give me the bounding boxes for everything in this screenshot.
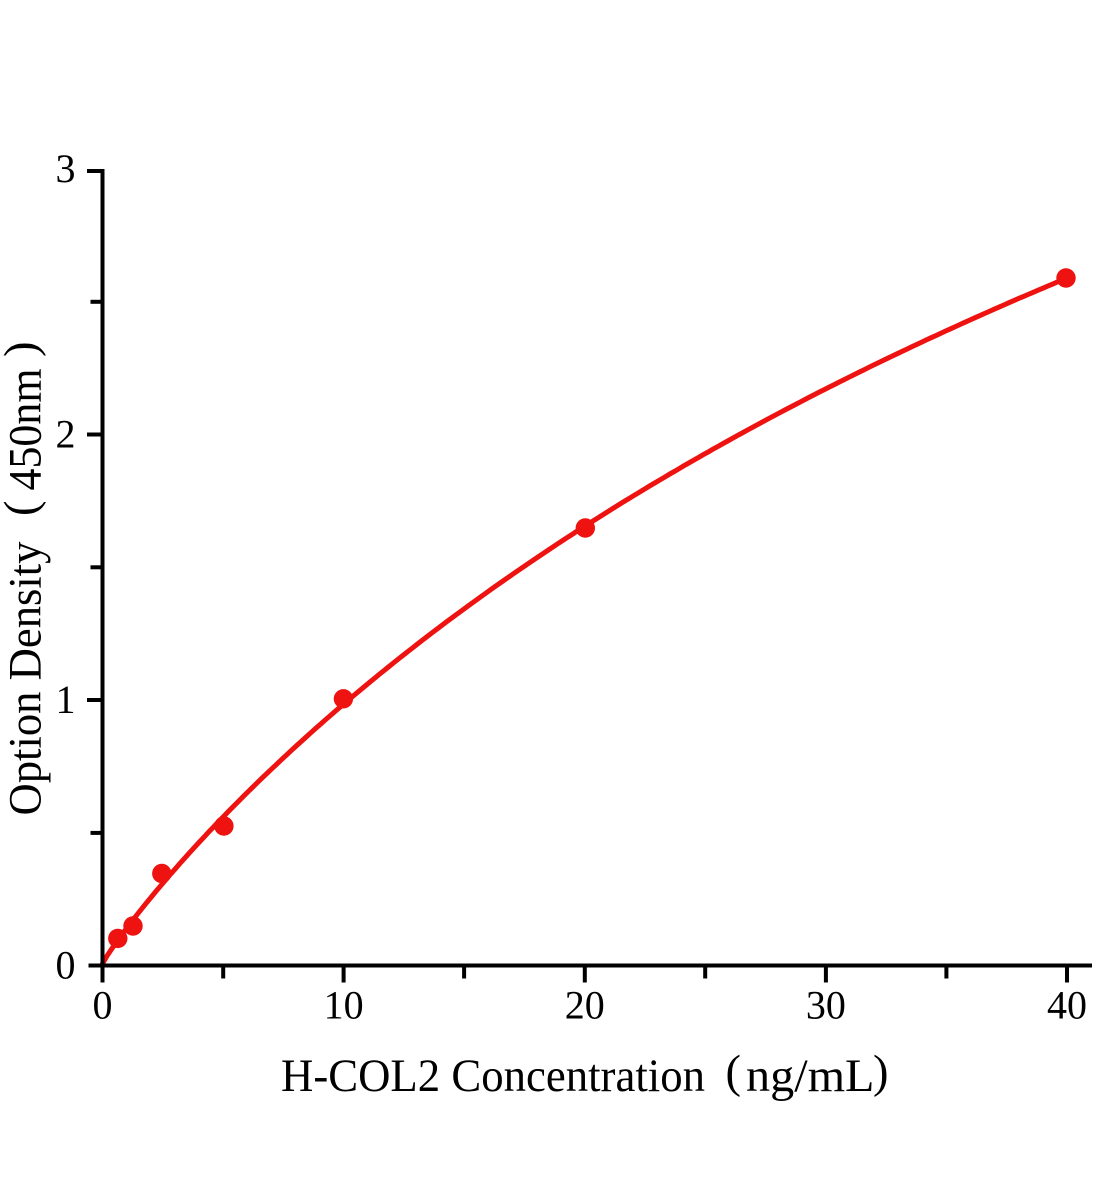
svg-text:20: 20 bbox=[565, 983, 605, 1028]
svg-text:H-COL2 Concentration: H-COL2 Concentration bbox=[281, 1051, 705, 1102]
svg-text:(: ( bbox=[0, 501, 47, 517]
svg-text:ng/mL: ng/mL bbox=[746, 1051, 875, 1102]
svg-text:(: ( bbox=[726, 1047, 742, 1098]
svg-text:): ) bbox=[0, 342, 47, 358]
svg-text:1: 1 bbox=[56, 677, 76, 722]
svg-text:0: 0 bbox=[93, 983, 113, 1028]
svg-text:30: 30 bbox=[806, 983, 846, 1028]
svg-text:Option Density: Option Density bbox=[1, 541, 52, 816]
svg-text:10: 10 bbox=[324, 983, 364, 1028]
svg-text:0: 0 bbox=[56, 943, 76, 988]
svg-text:3: 3 bbox=[56, 146, 76, 191]
svg-text:40: 40 bbox=[1047, 983, 1087, 1028]
svg-text:): ) bbox=[873, 1047, 889, 1098]
svg-text:2: 2 bbox=[56, 412, 76, 457]
svg-text:450nm: 450nm bbox=[1, 369, 52, 491]
